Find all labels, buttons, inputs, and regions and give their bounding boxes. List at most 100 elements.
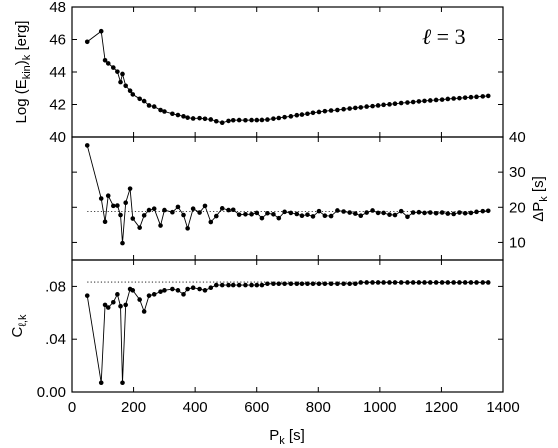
data-point <box>410 210 416 215</box>
data-point <box>445 280 451 285</box>
data-point <box>445 211 451 216</box>
data-point <box>335 107 340 113</box>
data-point <box>158 289 163 294</box>
data-point <box>387 280 392 285</box>
data-point <box>105 193 111 198</box>
data-point <box>358 213 364 219</box>
data-point <box>462 210 468 216</box>
data-point <box>457 210 462 215</box>
data-point <box>427 210 433 215</box>
data-point <box>236 212 242 217</box>
data-point <box>123 302 128 308</box>
data-point <box>137 297 142 302</box>
data-point <box>398 100 404 106</box>
data-point <box>485 93 491 99</box>
data-point <box>462 95 468 100</box>
data-point <box>392 212 398 218</box>
panel-period-spacing-ticks: 10 20 30 40 <box>71 129 526 260</box>
data-point <box>120 71 125 77</box>
ledoux-series-points <box>84 280 491 386</box>
data-point <box>243 212 248 217</box>
data-point <box>474 280 479 285</box>
data-point <box>294 281 300 287</box>
data-point <box>410 280 416 285</box>
data-point <box>316 208 322 214</box>
data-point <box>118 212 123 218</box>
data-point <box>162 109 167 114</box>
data-point <box>265 210 270 216</box>
period-spacing-series-line <box>86 145 489 244</box>
data-point <box>197 115 202 121</box>
data-point <box>474 209 479 215</box>
data-point <box>305 111 310 117</box>
data-point <box>375 103 381 108</box>
data-point <box>105 61 111 66</box>
data-point <box>151 292 157 297</box>
data-point <box>364 280 369 285</box>
data-point <box>137 96 142 102</box>
data-point <box>202 116 208 122</box>
data-point <box>158 107 163 113</box>
data-point <box>265 281 270 287</box>
data-point <box>427 98 433 103</box>
data-point <box>130 288 136 293</box>
data-point <box>335 208 340 213</box>
data-point <box>146 293 152 298</box>
data-point <box>123 83 128 89</box>
data-point <box>137 225 142 230</box>
data-point <box>381 210 386 216</box>
data-point <box>254 282 260 288</box>
data-point <box>445 96 451 102</box>
data-point <box>115 69 120 74</box>
data-point <box>243 282 248 288</box>
data-point <box>98 196 104 201</box>
data-point <box>141 213 147 218</box>
data-point <box>347 106 352 111</box>
data-point <box>392 280 398 285</box>
data-point <box>310 110 316 116</box>
x-tick-label: 600 <box>244 399 269 416</box>
data-point <box>254 117 260 123</box>
data-point <box>175 288 181 293</box>
data-point <box>485 208 491 214</box>
data-point <box>328 281 334 287</box>
data-point <box>219 282 225 288</box>
y-tick-label: 0.00 <box>37 384 66 401</box>
data-point <box>398 208 404 214</box>
data-point <box>249 212 254 217</box>
data-point <box>190 116 196 121</box>
data-point <box>84 293 90 298</box>
data-point <box>462 280 468 285</box>
x-tick-label: 0 <box>68 399 76 416</box>
data-point <box>249 117 254 123</box>
data-point <box>451 211 456 217</box>
y-tick-label: 46 <box>49 32 66 49</box>
data-point <box>208 285 214 291</box>
data-point <box>127 186 133 191</box>
data-point <box>208 117 214 122</box>
data-point <box>370 280 375 285</box>
data-point <box>457 280 462 285</box>
data-point <box>185 115 190 120</box>
data-point <box>185 286 190 292</box>
data-point <box>398 280 404 285</box>
data-point <box>392 101 398 106</box>
data-point <box>468 94 474 100</box>
data-point <box>480 208 486 214</box>
data-point <box>405 100 410 105</box>
data-point <box>170 286 175 292</box>
data-point <box>181 292 186 297</box>
data-point <box>322 213 328 219</box>
y-tick-label: 20 <box>509 199 526 216</box>
data-point <box>226 282 231 288</box>
data-point <box>170 111 175 117</box>
data-point <box>353 281 358 287</box>
data-point <box>410 99 416 105</box>
data-point <box>310 214 316 219</box>
data-point <box>322 108 328 114</box>
y-tick-label: 30 <box>509 164 526 181</box>
mode-annotation: ℓ = 3 <box>422 24 466 49</box>
y-tick-label: 10 <box>509 234 526 251</box>
data-point <box>162 207 167 213</box>
data-point <box>208 219 214 225</box>
